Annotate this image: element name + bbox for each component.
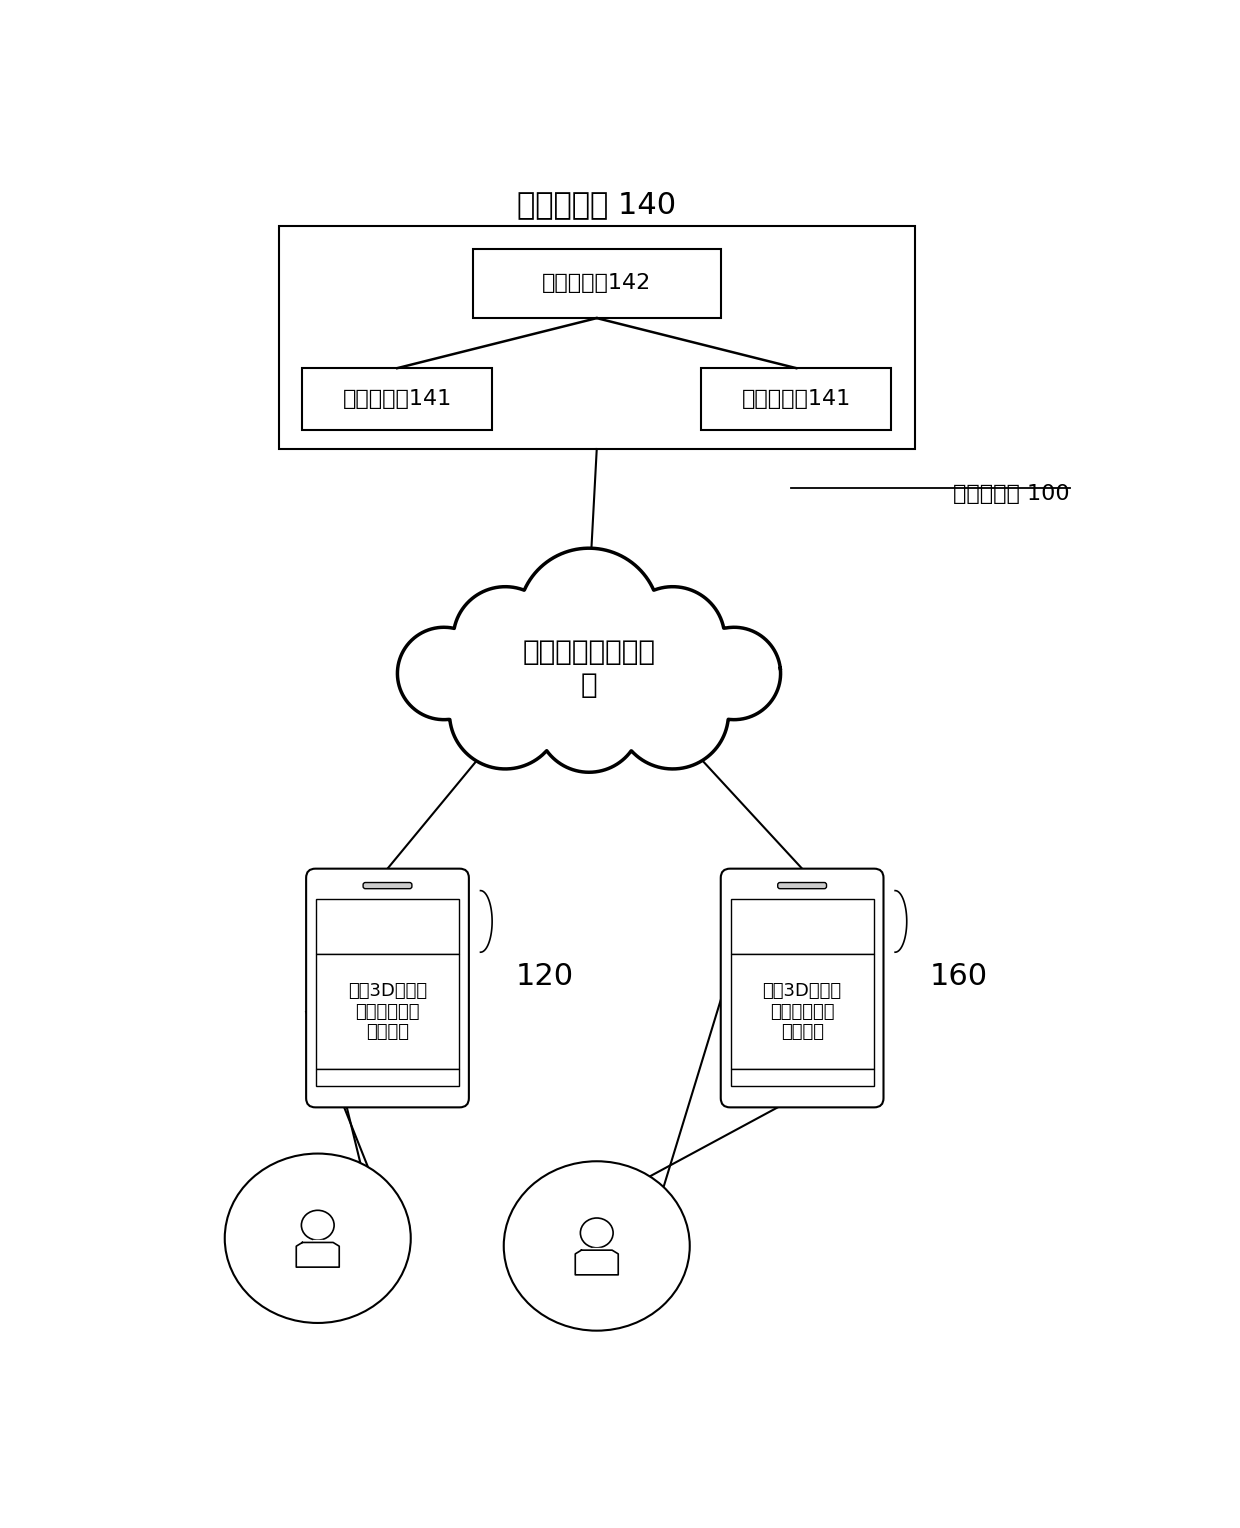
Text: 接入服务器141: 接入服务器141 xyxy=(742,390,851,410)
Bar xyxy=(472,249,720,318)
Bar xyxy=(316,900,459,955)
Polygon shape xyxy=(312,1241,322,1242)
Text: 服务器集群 140: 服务器集群 140 xyxy=(517,191,676,220)
Bar xyxy=(730,955,874,1070)
Ellipse shape xyxy=(224,1154,410,1323)
FancyBboxPatch shape xyxy=(363,883,412,889)
Ellipse shape xyxy=(503,1161,689,1331)
Text: 无线网络或有线网
络: 无线网络或有线网 络 xyxy=(522,639,656,698)
Text: 计算机系统 100: 计算机系统 100 xyxy=(952,484,1069,504)
Polygon shape xyxy=(296,1242,340,1267)
Ellipse shape xyxy=(301,1210,334,1241)
Bar xyxy=(316,955,459,1070)
FancyBboxPatch shape xyxy=(720,868,883,1108)
Text: 支持3D人物显
示动画显示的
用户程序: 支持3D人物显 示动画显示的 用户程序 xyxy=(763,983,842,1042)
Text: 160: 160 xyxy=(930,961,988,990)
Bar xyxy=(303,368,492,429)
Bar xyxy=(279,226,915,449)
FancyBboxPatch shape xyxy=(777,883,827,889)
Bar xyxy=(702,368,892,429)
Polygon shape xyxy=(591,1248,601,1250)
Bar xyxy=(316,1070,459,1086)
FancyBboxPatch shape xyxy=(306,868,469,1108)
Bar xyxy=(730,1070,874,1086)
Text: 存储服务器142: 存储服务器142 xyxy=(542,274,651,293)
Ellipse shape xyxy=(580,1218,613,1248)
Polygon shape xyxy=(398,549,780,772)
Polygon shape xyxy=(575,1250,619,1274)
Text: 支持3D人物显
示动画显示的
用户程序: 支持3D人物显 示动画显示的 用户程序 xyxy=(348,983,427,1042)
Bar xyxy=(730,900,874,955)
Text: 接入服务器141: 接入服务器141 xyxy=(342,390,451,410)
Text: 120: 120 xyxy=(516,961,573,990)
